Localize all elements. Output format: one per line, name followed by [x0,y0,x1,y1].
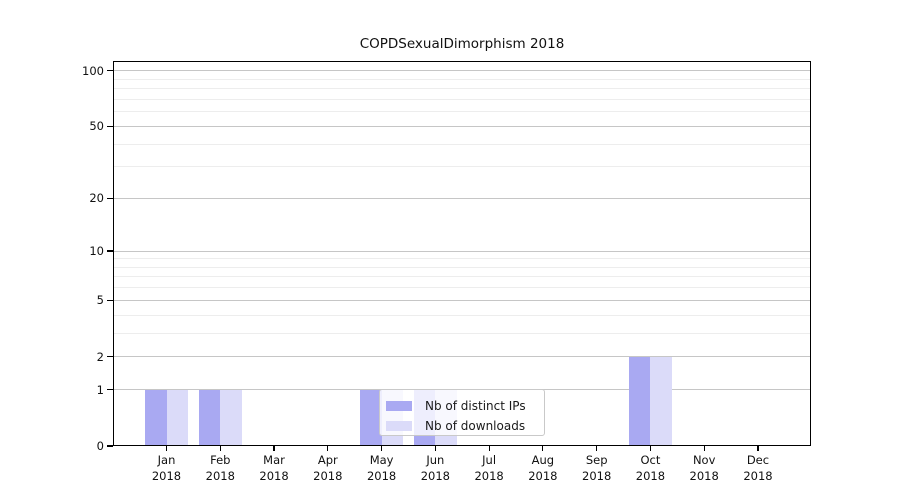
x-axis-tick-label: Mar 2018 [259,453,289,483]
minor-gridline [113,276,811,278]
x-axis-tick-label: Dec 2018 [743,453,773,483]
x-axis-tick-label: May 2018 [366,453,397,483]
legend: Nb of distinct IPs Nb of downloads [379,389,545,436]
major-gridline [113,250,811,252]
x-axis-tick [273,446,275,451]
major-gridline [113,70,811,72]
y-axis-tick [107,389,113,391]
x-axis-tick-label: Oct 2018 [635,453,666,483]
x-axis-tick [488,446,490,451]
x-axis-tick-label: Aug 2018 [528,453,558,483]
minor-gridline [113,111,811,113]
minor-gridline [113,166,811,168]
x-axis-tick-label: Jul 2018 [474,453,504,483]
x-axis-tick [703,446,705,451]
y-axis-tick-label: 0 [96,439,104,453]
y-axis-tick [107,445,113,447]
minor-gridline [113,78,811,80]
y-axis-tick-label: 20 [89,191,104,206]
x-axis-tick [596,446,598,451]
x-axis-tick-label: Sep 2018 [582,453,612,483]
x-axis-tick-label: Jan 2018 [151,453,182,483]
x-axis-tick [219,446,221,451]
minor-gridline [113,98,811,100]
legend-row-distinct-ips: Nb of distinct IPs [386,398,544,414]
major-gridline [113,356,811,358]
bar-distinct-ips [628,356,651,446]
y-axis-tick [107,70,113,72]
y-axis-tick [107,125,113,127]
legend-swatch-downloads [386,421,412,431]
x-axis-tick [434,446,436,451]
y-axis-tick-label: 100 [82,63,104,78]
bar-downloads [220,389,242,446]
y-axis-tick [107,197,113,199]
x-axis-tick-label: Feb 2018 [205,453,235,483]
bar-downloads [650,356,672,446]
y-axis-tick [107,356,113,358]
legend-swatch-distinct-ips [386,401,412,411]
x-axis-tick [327,446,329,451]
major-gridline [113,197,811,199]
minor-gridline [113,332,811,334]
x-axis-tick-label: Nov 2018 [689,453,719,483]
legend-label-distinct-ips: Nb of distinct IPs [425,399,526,413]
y-axis-tick [107,250,113,252]
x-axis-tick [165,446,168,451]
y-axis-tick-label: 2 [96,349,104,364]
minor-gridline [113,287,811,289]
x-axis-tick-label: Apr 2018 [313,453,343,483]
major-gridline [113,125,811,127]
legend-label-downloads: Nb of downloads [425,419,526,433]
legend-row-downloads: Nb of downloads [386,418,544,434]
major-gridline [113,299,811,301]
minor-gridline [113,88,811,90]
x-axis-tick [380,446,383,451]
x-axis-tick [649,446,652,451]
minor-gridline [113,143,811,145]
minor-gridline [113,314,811,316]
x-axis-tick [757,446,759,451]
y-axis-tick-label: 50 [89,119,104,134]
minor-gridline [113,266,811,268]
y-axis-tick-label: 10 [89,244,104,258]
y-axis-tick [107,299,113,301]
bar-downloads [166,389,188,446]
y-axis-tick-label: 1 [96,382,104,397]
x-axis-tick [542,446,544,451]
chart-title: COPDSexualDimorphism 2018 [359,36,565,52]
x-axis-tick-label: Jun 2018 [420,453,450,483]
bar-distinct-ips [360,389,382,446]
y-axis-tick-label: 5 [96,293,104,308]
bar-distinct-ips [198,389,221,446]
bar-distinct-ips [145,389,167,446]
minor-gridline [113,258,811,260]
